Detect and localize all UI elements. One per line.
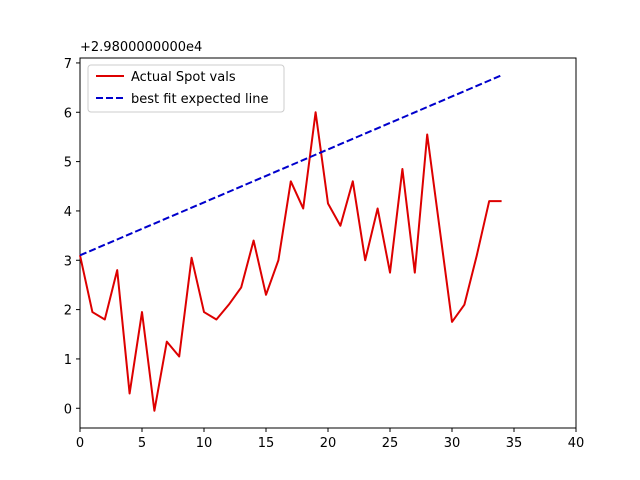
series-line-2 bbox=[79, 74, 502, 257]
legend: Actual Spot vals best fit expected line bbox=[87, 64, 285, 113]
x-tick-label: 40 bbox=[568, 436, 585, 451]
x-axis: 0 5 10 15 20 25 30 35 40 bbox=[76, 428, 584, 451]
y-tick-label: 0 bbox=[64, 402, 72, 417]
series-line-1 bbox=[79, 111, 502, 412]
series-layer bbox=[79, 74, 502, 412]
x-tick-label: 5 bbox=[138, 436, 146, 451]
y-tick-label: 5 bbox=[64, 156, 72, 171]
legend-label-2: best fit expected line bbox=[131, 92, 268, 107]
y-offset-label: +2.9800000000e4 bbox=[80, 40, 202, 55]
y-tick-label: 7 bbox=[64, 57, 72, 72]
y-tick-label: 1 bbox=[64, 353, 72, 368]
x-tick-label: 15 bbox=[258, 436, 275, 451]
y-axis: 0 1 2 3 4 5 6 7 bbox=[64, 57, 80, 417]
plot-area bbox=[79, 57, 577, 429]
y-tick-label: 2 bbox=[64, 304, 72, 319]
x-tick-label: 0 bbox=[76, 436, 84, 451]
x-tick-label: 30 bbox=[444, 436, 461, 451]
x-tick-label: 35 bbox=[506, 436, 523, 451]
y-tick-label: 3 bbox=[64, 254, 72, 269]
legend-box bbox=[87, 64, 285, 113]
x-tick-label: 10 bbox=[196, 436, 213, 451]
x-tick-label: 20 bbox=[320, 436, 337, 451]
legend-label-1: Actual Spot vals bbox=[131, 70, 236, 85]
y-tick-label: 6 bbox=[64, 106, 72, 121]
x-tick-label: 25 bbox=[382, 436, 399, 451]
y-tick-label: 4 bbox=[64, 205, 72, 220]
